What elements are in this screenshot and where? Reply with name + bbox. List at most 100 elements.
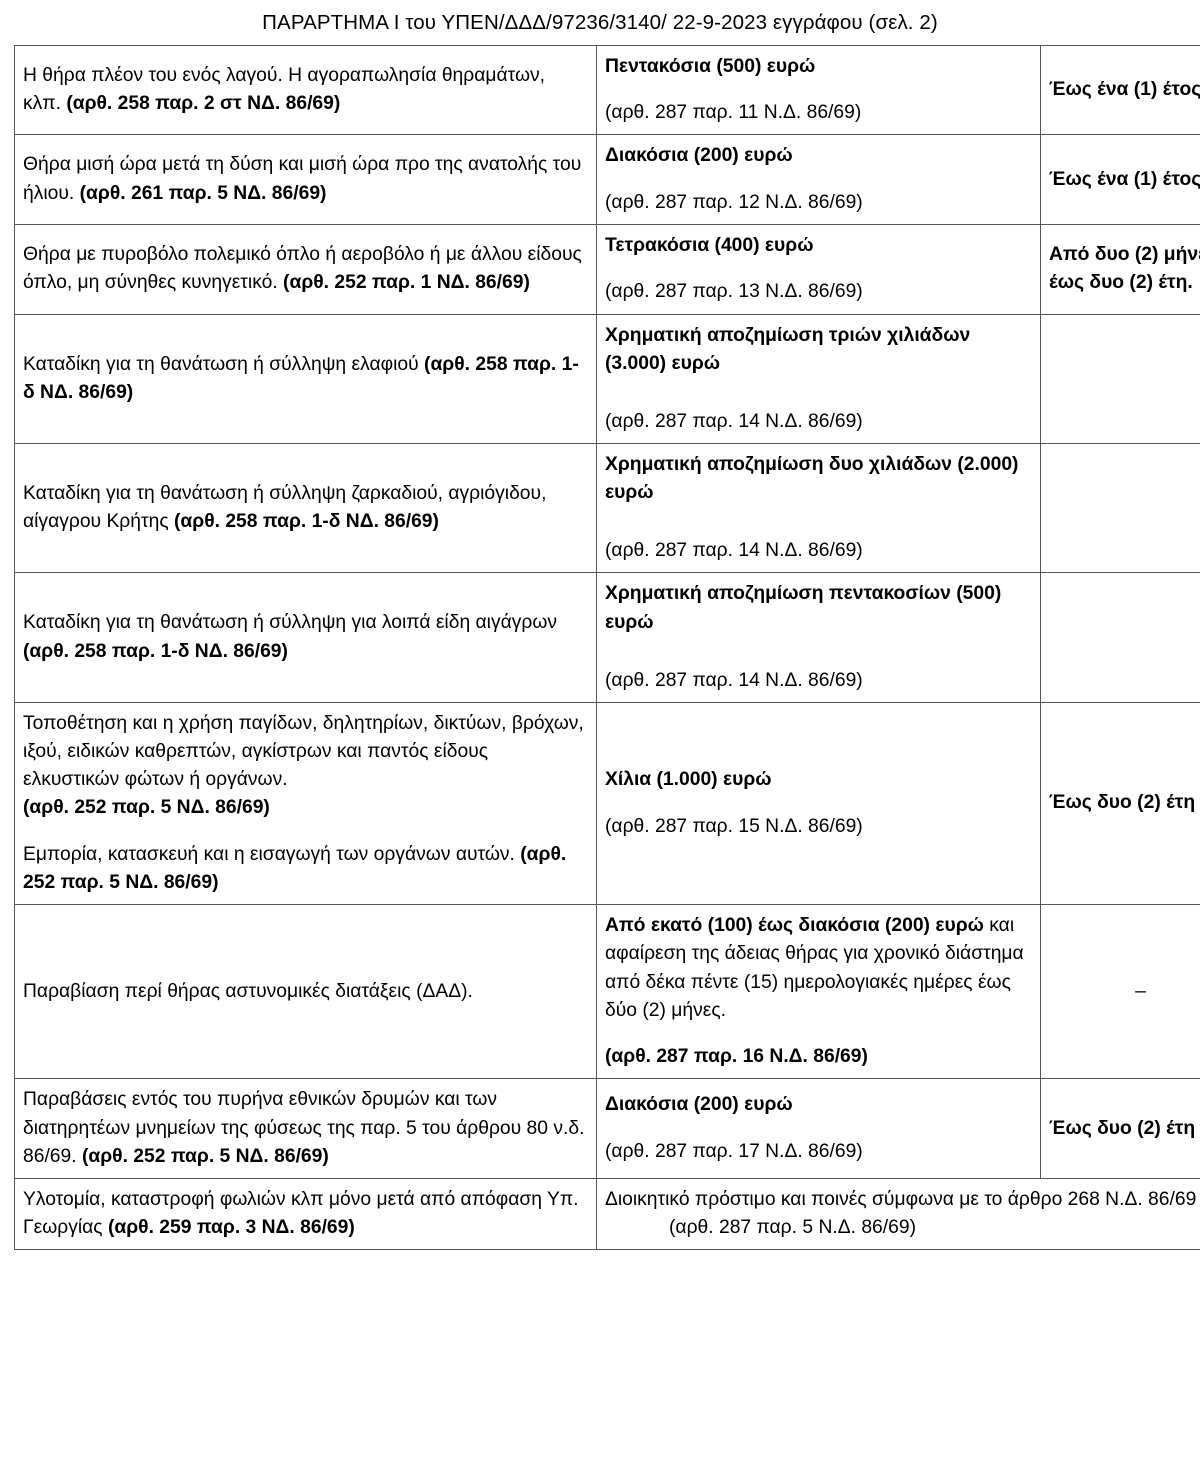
fine-amount: Χρηματική αποζημίωση δυο χιλιάδων (2.000…: [605, 454, 1019, 504]
term-cell: Από δυο (2) μήνες έως δυο (2) έτη.: [1040, 223, 1200, 315]
fine-cell: Χρηματική αποζημίωση πεντακοσίων (500) ε…: [596, 572, 1041, 703]
fine-cell: Χρηματική αποζημίωση τριών χιλιάδων (3.0…: [596, 313, 1041, 445]
table-row: Υλοτομία, καταστροφή φωλιών κλπ μόνο μετ…: [14, 1177, 1200, 1251]
term-value: Από δυο (2) μήνες έως δυο (2) έτη.: [1049, 244, 1200, 294]
offence-reference: (αρθ. 258 παρ. 1-δ ΝΔ. 86/69): [23, 353, 579, 403]
fine-amount: Πεντακόσια (500) ευρώ: [605, 55, 816, 77]
offence-reference: (αρθ. 252 παρ. 1 ΝΔ. 86/69): [283, 272, 530, 294]
fine-reference: (αρθ. 287 παρ. 16 Ν.Δ. 86/69): [605, 1046, 868, 1068]
offence-reference: (αρθ. 259 παρ. 3 ΝΔ. 86/69): [107, 1217, 355, 1239]
offence-cell: Υλοτομία, καταστροφή φωλιών κλπ μόνο μετ…: [14, 1177, 597, 1251]
term-cell: Έως ένα (1) έτος: [1040, 134, 1200, 225]
spacer: [605, 378, 1031, 408]
fine-amount: Χρηματική αποζημίωση πεντακοσίων (500) ε…: [605, 583, 1002, 633]
term-cell: Έως δυο (2) έτη: [1040, 701, 1200, 906]
table-row: Παραβίαση περί θήρας αστυνομικές διατάξε…: [14, 904, 1200, 1080]
offence-cell: Θήρα μισή ώρα μετά τη δύση και μισή ώρα …: [14, 134, 597, 225]
fine-reference: (αρθ. 287 παρ. 17 Ν.Δ. 86/69): [605, 1140, 863, 1162]
term-value: Έως δυο (2) έτη: [1049, 792, 1196, 814]
offence-description: Παραβίαση περί θήρας αστυνομικές διατάξε…: [23, 980, 473, 1002]
fine-amount-detail: και αφαίρεση της άδειας θήρας για χρονικ…: [605, 915, 1024, 1021]
fine-cell: Από εκατό (100) έως διακόσια (200) ευρώ …: [596, 904, 1041, 1080]
fine-amount: Χρηματική αποζημίωση τριών χιλιάδων (3.0…: [605, 324, 971, 374]
offence-reference-secondary: (αρθ. 252 παρ. 5 ΝΔ. 86/69): [23, 843, 567, 894]
table-row: Καταδίκη για τη θανάτωση ή σύλληψη ζαρκα…: [14, 443, 1200, 574]
fine-reference: (αρθ. 287 παρ. 13 Ν.Δ. 86/69): [605, 281, 863, 303]
term-value: Έως ένα (1) έτος: [1049, 168, 1200, 190]
offence-cell: Θήρα με πυροβόλο πολεμικό όπλο ή αεροβόλ…: [14, 223, 597, 315]
offence-description: Τοποθέτηση και η χρήση παγίδων, δηλητηρί…: [23, 712, 584, 791]
spacer: [605, 260, 1031, 278]
offence-reference: (αρθ. 258 παρ. 1-δ ΝΔ. 86/69): [174, 511, 439, 533]
offence-cell: Παραβάσεις εντός του πυρήνα εθνικών δρυμ…: [14, 1078, 597, 1179]
fine-cell: Τετρακόσια (400) ευρώ (αρθ. 287 παρ. 13 …: [596, 223, 1041, 315]
offence-cell: Παραβίαση περί θήρας αστυνομικές διατάξε…: [14, 904, 597, 1080]
offence-reference: (αρθ. 258 παρ. 1-δ ΝΔ. 86/69): [23, 640, 288, 662]
fine-cell: Χρηματική αποζημίωση δυο χιλιάδων (2.000…: [596, 443, 1041, 574]
spacer: [605, 1025, 1031, 1043]
term-value: Έως ένα (1) έτος: [1049, 78, 1200, 100]
offence-description: Καταδίκη για τη θανάτωση ή σύλληψη για λ…: [23, 612, 558, 634]
term-value: Έως δυο (2) έτη: [1049, 1117, 1196, 1139]
page-title: ΠΑΡΑΡΤΗΜΑ Ι του ΥΠΕΝ/ΔΔΔ/97236/3140/ 22-…: [262, 11, 938, 34]
spacer: [605, 507, 1031, 537]
offence-reference: (αρθ. 252 παρ. 5 ΝΔ. 86/69): [81, 1145, 329, 1167]
offence-description: Η θήρα πλέον του ενός λαγού. Η αγοραπωλη…: [23, 64, 546, 114]
offence-description: Υλοτομία, καταστροφή φωλιών κλπ μόνο μετ…: [23, 1188, 579, 1239]
offence-cell: Τοποθέτηση και η χρήση παγίδων, δηλητηρί…: [14, 701, 597, 906]
spacer: [605, 170, 1031, 188]
table-row: Καταδίκη για τη θανάτωση ή σύλληψη για λ…: [14, 572, 1200, 703]
table-row: Θήρα μισή ώρα μετά τη δύση και μισή ώρα …: [14, 134, 1200, 225]
term-cell: Έως ένα (1) έτος: [1040, 44, 1200, 136]
offence-reference: (αρθ. 252 παρ. 5 ΝΔ. 86/69): [23, 797, 270, 819]
fine-reference: (αρθ. 287 παρ. 14 Ν.Δ. 86/69): [605, 410, 863, 432]
fine-cell: Διακόσια (200) ευρώ (αρθ. 287 παρ. 12 Ν.…: [596, 134, 1041, 225]
fine-amount: Τετρακόσια (400) ευρώ: [605, 234, 814, 256]
fine-reference: (αρθ. 287 παρ. 15 Ν.Δ. 86/69): [605, 815, 863, 837]
fine-amount: Διακόσια (200) ευρώ: [605, 1094, 793, 1116]
table-row: Η θήρα πλέον του ενός λαγού. Η αγοραπωλη…: [14, 44, 1200, 136]
fine-cell: Χίλια (1.000) ευρώ (αρθ. 287 παρ. 15 Ν.Δ…: [596, 701, 1041, 906]
offence-description: Καταδίκη για τη θανάτωση ή σύλληψη ελαφι…: [23, 353, 425, 375]
offence-description: Θήρα με πυροβόλο πολεμικό όπλο ή αεροβόλ…: [23, 244, 582, 294]
term-cell: Έως δυο (2) έτη: [1040, 1078, 1200, 1179]
fine-amount: Διοικητικό πρόστιμο και ποινές σύμφωνα μ…: [605, 1188, 1197, 1210]
fine-amount: Διακόσια (200) ευρώ: [605, 145, 793, 167]
offence-cell: Καταδίκη για τη θανάτωση ή σύλληψη ζαρκα…: [14, 443, 597, 574]
fine-reference: (αρθ. 287 παρ. 11 Ν.Δ. 86/69): [605, 102, 862, 124]
fine-cell: Διακόσια (200) ευρώ (αρθ. 287 παρ. 17 Ν.…: [596, 1078, 1041, 1179]
fine-amount: Χίλια (1.000) ευρώ: [605, 769, 772, 791]
fine-cell: Πεντακόσια (500) ευρώ (αρθ. 287 παρ. 11 …: [596, 44, 1041, 136]
spacer: [23, 823, 587, 841]
fine-reference: (αρθ. 287 παρ. 12 Ν.Δ. 86/69): [605, 191, 863, 213]
offence-description: Καταδίκη για τη θανάτωση ή σύλληψη ζαρκα…: [23, 483, 547, 533]
table-row: Τοποθέτηση και η χρήση παγίδων, δηλητηρί…: [14, 701, 1200, 906]
offence-reference: (αρθ. 261 παρ. 5 ΝΔ. 86/69): [79, 182, 327, 204]
term-cell: [1040, 443, 1200, 574]
offence-cell: Η θήρα πλέον του ενός λαγού. Η αγοραπωλη…: [14, 44, 597, 136]
fine-amount: Από εκατό (100) έως διακόσια (200) ευρώ: [605, 915, 984, 937]
spacer: [605, 637, 1031, 667]
term-cell: –: [1040, 904, 1200, 1080]
offence-description-secondary: Εμπορία, κατασκευή και η εισαγωγή των ορ…: [23, 843, 521, 865]
spacer: [605, 1120, 1031, 1138]
table-row: Καταδίκη για τη θανάτωση ή σύλληψη ελαφι…: [14, 313, 1200, 445]
fine-reference: (αρθ. 287 παρ. 14 Ν.Δ. 86/69): [605, 669, 863, 691]
offence-reference: (αρθ. 258 παρ. 2 στ ΝΔ. 86/69): [66, 92, 341, 114]
offence-description: Παραβάσεις εντός του πυρήνα εθνικών δρυμ…: [23, 1089, 585, 1167]
spacer: [605, 81, 1031, 99]
fine-cell-merged: Διοικητικό πρόστιμο και ποινές σύμφωνα μ…: [596, 1177, 1200, 1251]
term-cell: [1040, 313, 1200, 445]
table-body: Η θήρα πλέον του ενός λαγού. Η αγοραπωλη…: [14, 44, 1200, 1251]
penalty-table: Η θήρα πλέον του ενός λαγού. Η αγοραπωλη…: [14, 44, 1200, 1251]
term-value: –: [1135, 980, 1146, 1002]
term-cell: [1040, 572, 1200, 703]
fine-reference: (αρθ. 287 παρ. 5 Ν.Δ. 86/69): [669, 1217, 916, 1239]
fine-reference: (αρθ. 287 παρ. 14 Ν.Δ. 86/69): [605, 540, 863, 562]
offence-cell: Καταδίκη για τη θανάτωση ή σύλληψη για λ…: [14, 572, 597, 703]
spacer: [605, 794, 1031, 812]
table-row: Θήρα με πυροβόλο πολεμικό όπλο ή αεροβόλ…: [14, 223, 1200, 315]
offence-cell: Καταδίκη για τη θανάτωση ή σύλληψη ελαφι…: [14, 313, 597, 445]
offence-description: Θήρα μισή ώρα μετά τη δύση και μισή ώρα …: [23, 154, 582, 204]
